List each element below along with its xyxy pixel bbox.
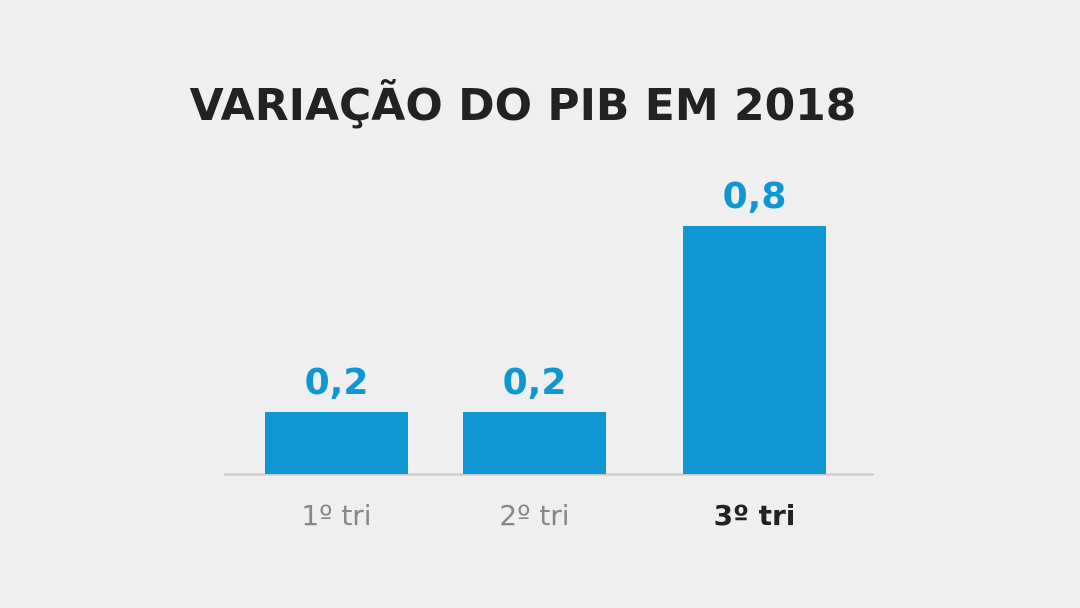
bar <box>683 226 826 474</box>
x-tick-label: 2º tri <box>499 499 569 532</box>
bar <box>265 412 408 474</box>
value-label: 0,2 <box>503 362 567 403</box>
bar <box>463 412 606 474</box>
chart-title: VARIAÇÃO DO PIB EM 2018 <box>190 78 857 131</box>
value-label: 0,2 <box>305 362 369 403</box>
x-tick-label: 1º tri <box>301 499 371 532</box>
x-tick-label: 3º tri <box>714 499 796 532</box>
value-label: 0,8 <box>723 176 787 217</box>
